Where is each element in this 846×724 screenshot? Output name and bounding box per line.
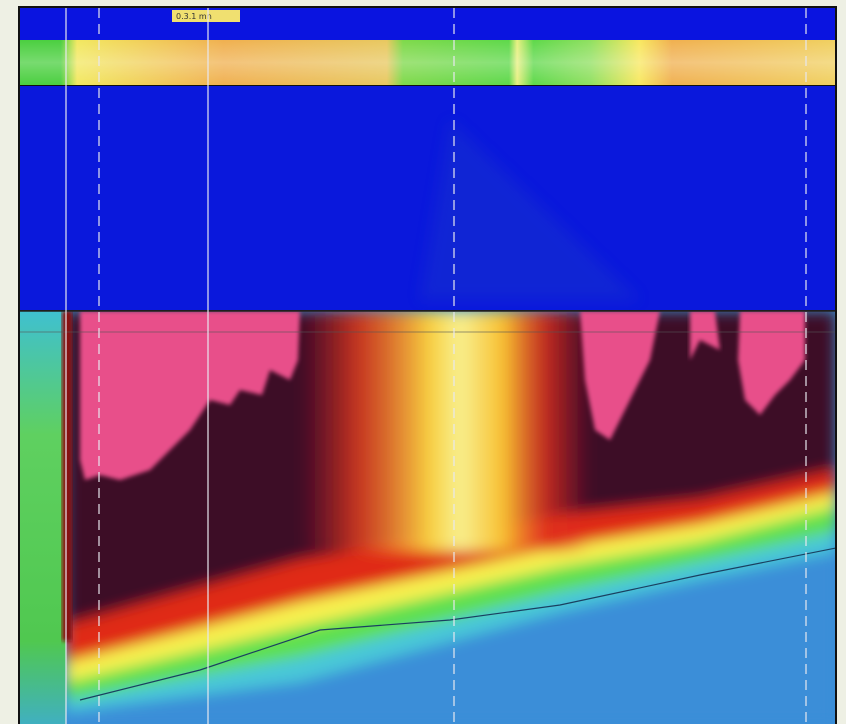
strip-shade [20, 40, 835, 85]
bright-column [300, 311, 590, 551]
top-bar [20, 8, 835, 40]
onset-edge [62, 311, 72, 641]
spectrogram-view: 0.3.1 mn [0, 0, 846, 724]
left-column [20, 311, 66, 724]
time-label: 0.3.1 mn [176, 12, 212, 21]
spectrogram [20, 311, 836, 724]
screenshot: 0.3.1 mn [0, 0, 846, 724]
